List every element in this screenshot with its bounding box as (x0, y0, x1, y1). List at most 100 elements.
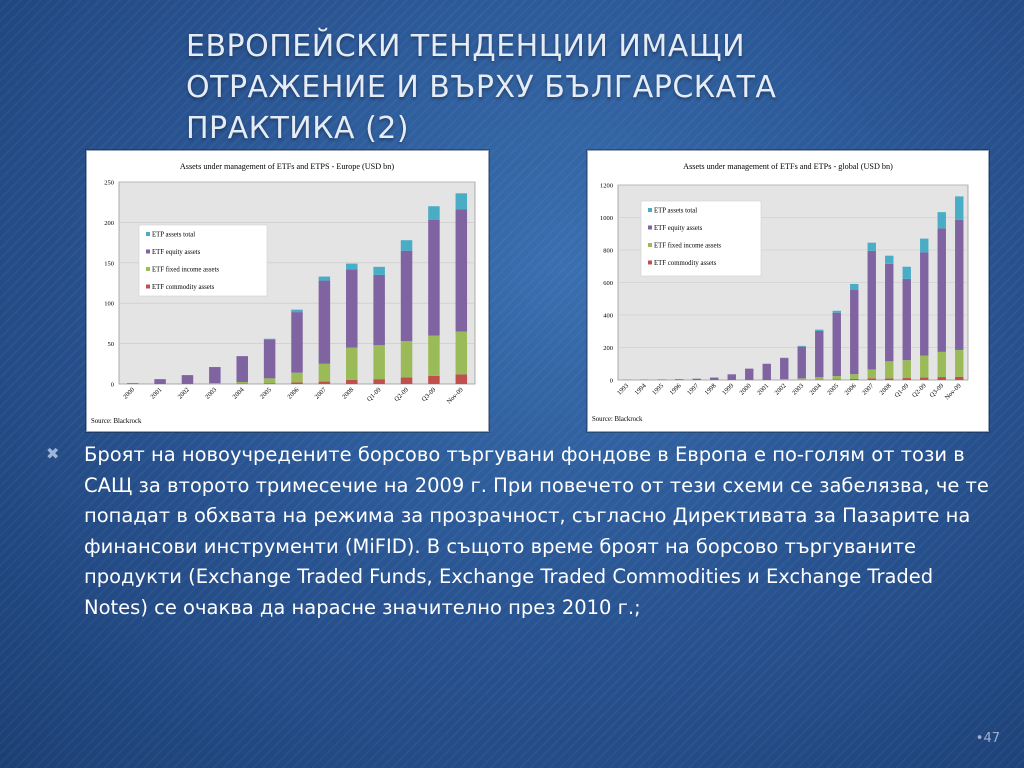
global-bar-segment (920, 252, 929, 356)
global-x-tick-label: 1999 (721, 382, 735, 396)
europe-x-tick-label: 2007 (314, 386, 329, 401)
europe-y-tick-label: 150 (104, 260, 114, 267)
europe-y-tick-label: 0 (111, 382, 114, 389)
europe-bar-segment (236, 356, 248, 382)
europe-legend-label: ETF fixed income assets (152, 267, 219, 274)
europe-bar-segment (346, 379, 358, 384)
global-x-tick-label: 2008 (879, 382, 893, 396)
global-legend-label: ETF fixed income assets (654, 243, 721, 250)
global-x-tick-label: 2005 (826, 382, 840, 396)
europe-etf-chart-svg: Assets under management of ETFs and ETPS… (91, 162, 476, 425)
europe-x-tick-label: Q2-09 (393, 386, 410, 403)
global-y-tick-label: 800 (603, 248, 613, 255)
global-legend-swatch (648, 225, 652, 230)
global-bar-segment (710, 377, 719, 380)
europe-bar-segment (373, 266, 385, 275)
global-bar-segment (885, 361, 894, 379)
global-bar-segment (955, 376, 964, 380)
global-x-tick-label: 1996 (669, 382, 684, 397)
global-bar-segment (955, 219, 964, 350)
europe-bar-segment (263, 378, 276, 384)
global-legend-label: ETF commodity assets (654, 260, 717, 267)
europe-y-tick-label: 50 (108, 341, 115, 348)
europe-bar-segment (455, 374, 468, 384)
global-legend-swatch (648, 208, 652, 212)
europe-bar-segment (428, 219, 440, 336)
x-bullet-icon: ✖ (46, 444, 60, 463)
europe-x-tick-label: 2002 (177, 386, 191, 400)
global-x-tick-label: 2001 (756, 382, 770, 396)
title-line-1: ЕВРОПЕЙСКИ ТЕНДЕНЦИИ ИМАЩИ (186, 29, 746, 64)
global-bar-segment (727, 374, 736, 380)
global-bar-segment (902, 278, 911, 361)
europe-etf-chart: Assets under management of ETFs and ETPS… (86, 150, 489, 432)
global-etf-chart: Assets under management of ETFs and ETPs… (587, 150, 989, 432)
europe-bar-segment (291, 309, 303, 313)
global-y-tick-label: 400 (603, 313, 613, 320)
europe-x-tick-label: 2005 (259, 386, 273, 400)
europe-bar-segment (291, 372, 303, 383)
europe-source-label: Source: Blackrock (91, 418, 142, 425)
global-legend-label: ETP assets total (654, 208, 697, 215)
europe-legend-label: ETP assets total (152, 232, 195, 239)
global-x-tick-label: 1994 (634, 382, 649, 397)
europe-bar-segment (400, 250, 413, 342)
global-legend-swatch (648, 243, 652, 247)
global-bar-segment (692, 378, 701, 380)
europe-x-tick-label: 2008 (341, 386, 355, 400)
global-bar-segment (902, 360, 911, 379)
global-y-tick-label: 600 (603, 280, 613, 287)
slide-title: ЕВРОПЕЙСКИ ТЕНДЕНЦИИ ИМАЩИ ОТРАЖЕНИЕ И В… (186, 26, 826, 149)
europe-bar-segment (346, 263, 358, 270)
europe-bar-segment (400, 377, 413, 384)
europe-y-tick-label: 100 (104, 301, 114, 308)
europe-x-tick-label: 2001 (149, 386, 163, 400)
global-y-tick-label: 1200 (600, 183, 613, 190)
global-bar-segment (780, 379, 789, 380)
europe-bar-segment (428, 206, 440, 220)
europe-chart-title: Assets under management of ETFs and ETPS… (180, 162, 394, 171)
global-source-label: Source: Blackrock (592, 416, 643, 423)
global-legend (640, 200, 762, 277)
global-bar-segment (867, 369, 876, 379)
europe-x-tick-label: Q1-09 (366, 386, 383, 403)
europe-bar-segment (181, 375, 194, 384)
global-bar-segment (920, 355, 929, 378)
global-x-tick-label: Q1-09 (893, 382, 910, 399)
europe-bar-segment (400, 341, 413, 378)
europe-bar-segment (236, 381, 248, 384)
global-bar-segment (832, 312, 841, 377)
europe-x-tick-label: 2004 (232, 386, 247, 401)
europe-bar-segment (291, 382, 303, 384)
page-number: •47 (975, 731, 1000, 746)
europe-bar-segment (263, 383, 276, 384)
europe-bar-segment (209, 383, 221, 384)
global-chart-title: Assets under management of ETFs and ETPs… (683, 162, 893, 171)
global-y-tick-label: 1000 (600, 215, 613, 222)
global-bar-segment (797, 378, 806, 380)
europe-bar-segment (428, 335, 440, 376)
europe-bar-segment (154, 379, 166, 384)
europe-bar-segment (373, 345, 385, 380)
europe-bar-segment (455, 331, 468, 375)
global-legend-swatch (648, 260, 652, 265)
europe-bar-segment (126, 383, 139, 384)
global-bar-segment (937, 377, 946, 380)
global-bar-segment (815, 330, 824, 378)
global-x-tick-label: Nov-09 (944, 382, 963, 401)
global-bar-segment (745, 368, 754, 380)
europe-bar-segment (263, 338, 276, 340)
europe-legend-swatch (146, 284, 150, 289)
europe-bar-segment (263, 339, 276, 379)
bullet-paragraph: Броят на новоучредените борсово търгуван… (84, 443, 989, 619)
europe-legend-label: ETF equity assets (152, 249, 201, 256)
global-x-tick-label: 2000 (739, 382, 753, 396)
global-bar-segment (937, 351, 946, 378)
global-bar-segment (675, 379, 684, 380)
global-x-tick-label: 1997 (686, 382, 701, 397)
europe-bar-segment (455, 193, 468, 210)
europe-legend (138, 224, 268, 297)
europe-bar-segment (455, 209, 468, 332)
europe-bar-segment (373, 274, 385, 346)
europe-bar-segment (318, 276, 331, 281)
